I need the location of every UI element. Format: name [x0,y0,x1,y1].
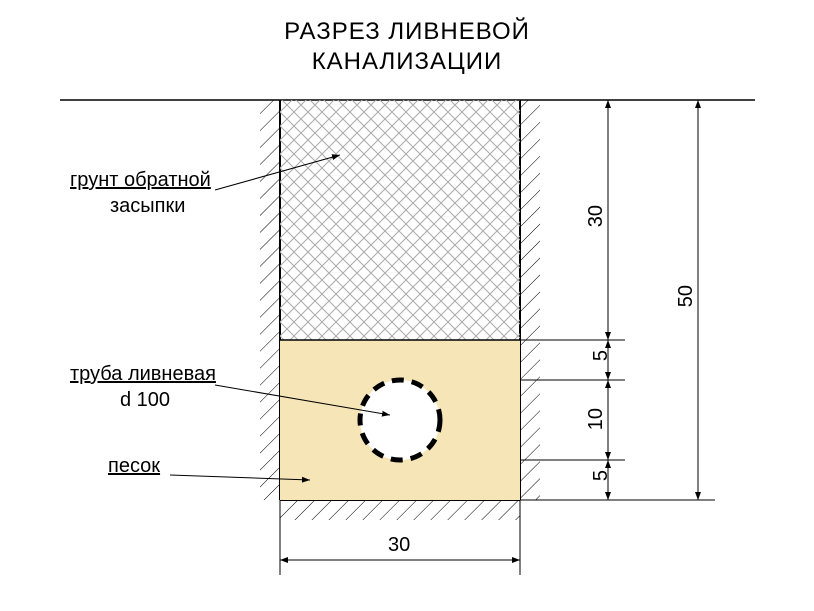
pipe-circle [360,380,440,460]
dim-label-10: 10 [585,408,608,430]
soil-hatch-bottom [280,500,520,520]
soil-hatch-left [260,100,280,500]
label-backfill-l2: засыпки [110,194,185,218]
dim-label-5a: 5 [590,350,613,361]
dim-label-width: 30 [388,534,410,557]
dim-label-30: 30 [585,205,608,227]
dim-label-50: 50 [675,285,698,307]
backfill-zone [280,100,520,340]
label-backfill-l1: грунт обратной [70,168,211,192]
dim-label-5b: 5 [590,470,613,481]
label-pipe-l2: d 100 [120,388,170,412]
soil-hatch-right [520,100,540,500]
label-pipe-l1: труба ливневая [70,362,216,386]
label-sand: песок [108,454,160,478]
